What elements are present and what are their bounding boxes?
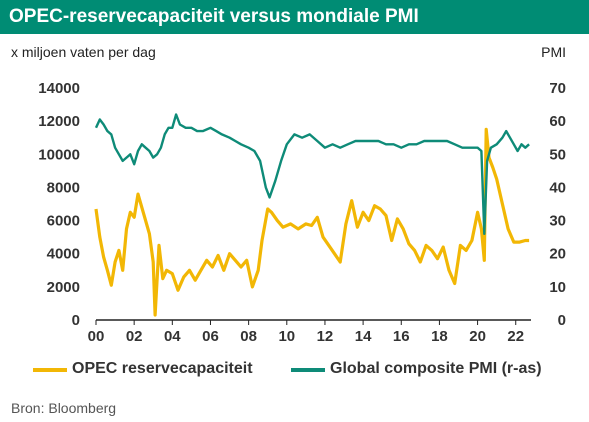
- legend-label-pmi: Global composite PMI (r-as): [330, 360, 542, 377]
- x-tick-label: 06: [202, 328, 219, 345]
- x-tick-label: 14: [355, 328, 372, 345]
- legend-label-opec: OPEC reservecapaciteit: [72, 360, 253, 377]
- y-tick-label-right: 30: [549, 213, 566, 230]
- right-axis-unit: PMI: [541, 44, 566, 60]
- chart-title: OPEC-reservecapaciteit versus mondiale P…: [9, 6, 419, 27]
- x-tick-label: 10: [278, 328, 295, 345]
- x-tick-label: 22: [507, 328, 524, 345]
- x-tick-label: 18: [431, 328, 448, 345]
- series-group: [94, 113, 530, 317]
- y-tick-label-right: 10: [549, 279, 566, 296]
- y-tick-label-right: 60: [549, 113, 566, 130]
- y-tick-label-left: 12000: [38, 113, 80, 130]
- pmi-line: [94, 113, 530, 236]
- opec-reserve-line: [94, 127, 530, 317]
- y-tick-label-left: 8000: [47, 179, 80, 196]
- x-tick-label: 20: [469, 328, 486, 345]
- x-tick-label: 08: [240, 328, 257, 345]
- y-tick-label-right: 20: [549, 246, 566, 263]
- y-tick-label-right: 0: [558, 312, 566, 329]
- y-tick-label-right: 40: [549, 179, 566, 196]
- y-tick-label-right: 70: [549, 80, 566, 97]
- x-tick-label: 00: [88, 328, 105, 345]
- y-tick-label-left: 14000: [38, 80, 80, 97]
- left-axis-unit: x miljoen vaten per dag: [11, 44, 156, 60]
- legend-swatch-opec: [33, 368, 67, 372]
- legend-swatch-pmi: [291, 368, 325, 372]
- x-tick-label: 12: [317, 328, 334, 345]
- x-tick-label: 16: [393, 328, 410, 345]
- y-tick-label-left: 6000: [47, 213, 80, 230]
- y-tick-label-right: 50: [549, 146, 566, 163]
- source-note: Bron: Bloomberg: [11, 400, 117, 416]
- y-tick-label-left: 0: [72, 312, 80, 329]
- y-tick-label-left: 10000: [38, 146, 80, 163]
- x-tick-label: 04: [164, 328, 181, 345]
- x-tick-label: 02: [126, 328, 143, 345]
- title-bar: OPEC-reservecapaciteit versus mondiale P…: [0, 0, 589, 34]
- y-tick-label-left: 4000: [47, 246, 80, 263]
- y-tick-label-left: 2000: [47, 279, 80, 296]
- axes: 00 02 04 06 08 10 12 14 16 18 20 22 0 2000 4000 6000 800…: [38, 80, 566, 345]
